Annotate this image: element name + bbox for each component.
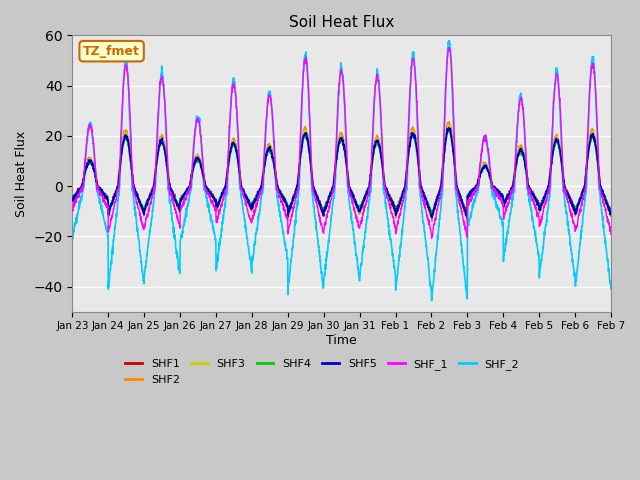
SHF_1 [575, 213, 582, 219]
SHF_1 [428, 235, 435, 241]
SHF3 [463, 215, 471, 220]
SHF2 [369, 150, 376, 156]
SHF1 [428, 212, 435, 217]
SHF5 [369, 154, 376, 159]
SHF_1 [560, 187, 568, 193]
SHF2 [575, 202, 582, 208]
SHF1 [575, 200, 582, 205]
SHF_2 [499, 223, 506, 229]
SHF4 [68, 197, 76, 203]
SHF3 [219, 190, 227, 196]
Text: TZ_fmet: TZ_fmet [83, 45, 140, 58]
SHF2 [428, 219, 436, 225]
SHF_1 [369, 130, 376, 136]
SHF4 [499, 194, 506, 200]
SHF3 [607, 211, 615, 217]
SHF5 [357, 204, 365, 209]
SHF3 [445, 122, 453, 128]
SHF_1 [219, 199, 227, 205]
SHF4 [445, 127, 452, 132]
Line: SHF3: SHF3 [72, 125, 611, 217]
SHF_2 [68, 232, 76, 238]
SHF_2 [357, 260, 365, 266]
SHF5 [68, 197, 76, 203]
SHF4 [607, 206, 615, 212]
SHF_2 [369, 139, 376, 144]
SHF4 [369, 159, 376, 165]
Title: Soil Heat Flux: Soil Heat Flux [289, 15, 394, 30]
SHF3 [357, 205, 365, 211]
SHF_2 [607, 286, 615, 292]
Line: SHF2: SHF2 [72, 122, 611, 222]
SHF2 [219, 191, 227, 196]
SHF2 [499, 196, 506, 202]
SHF5 [219, 190, 227, 195]
SHF_2 [575, 254, 582, 260]
SHF3 [499, 192, 506, 198]
Y-axis label: Soil Heat Flux: Soil Heat Flux [15, 131, 28, 216]
SHF4 [575, 200, 582, 205]
SHF2 [357, 204, 365, 210]
SHF5 [428, 215, 436, 221]
SHF1 [607, 209, 615, 215]
SHF_2 [560, 187, 568, 192]
SHF5 [607, 210, 615, 216]
SHF3 [68, 196, 76, 202]
SHF5 [575, 201, 582, 207]
Line: SHF5: SHF5 [72, 128, 611, 218]
SHF3 [369, 154, 376, 160]
SHF4 [463, 213, 471, 219]
SHF1 [445, 123, 452, 129]
SHF2 [445, 119, 453, 125]
SHF2 [607, 211, 615, 217]
SHF2 [68, 198, 76, 204]
SHF1 [219, 191, 227, 196]
SHF1 [560, 177, 568, 183]
SHF_1 [607, 231, 615, 237]
SHF4 [560, 182, 568, 188]
Line: SHF_1: SHF_1 [72, 48, 611, 238]
SHF_1 [499, 199, 506, 205]
Legend: SHF1, SHF2, SHF3, SHF4, SHF5, SHF_1, SHF_2: SHF1, SHF2, SHF3, SHF4, SHF5, SHF_1, SHF… [121, 355, 524, 389]
SHF1 [357, 202, 365, 208]
SHF_1 [68, 208, 76, 214]
SHF4 [219, 192, 227, 197]
SHF1 [499, 192, 506, 198]
SHF3 [575, 201, 582, 207]
Line: SHF1: SHF1 [72, 126, 611, 215]
SHF_2 [428, 298, 435, 303]
SHF_2 [445, 38, 453, 44]
Line: SHF4: SHF4 [72, 130, 611, 216]
SHF5 [445, 125, 452, 131]
SHF3 [560, 178, 568, 183]
SHF_1 [445, 45, 452, 50]
SHF_2 [219, 221, 227, 227]
SHF2 [560, 177, 568, 182]
SHF4 [357, 201, 365, 207]
X-axis label: Time: Time [326, 334, 357, 347]
SHF1 [369, 155, 376, 161]
SHF5 [499, 193, 506, 199]
SHF5 [560, 178, 568, 183]
SHF1 [68, 196, 76, 202]
Line: SHF_2: SHF_2 [72, 41, 611, 300]
SHF_1 [357, 219, 365, 225]
